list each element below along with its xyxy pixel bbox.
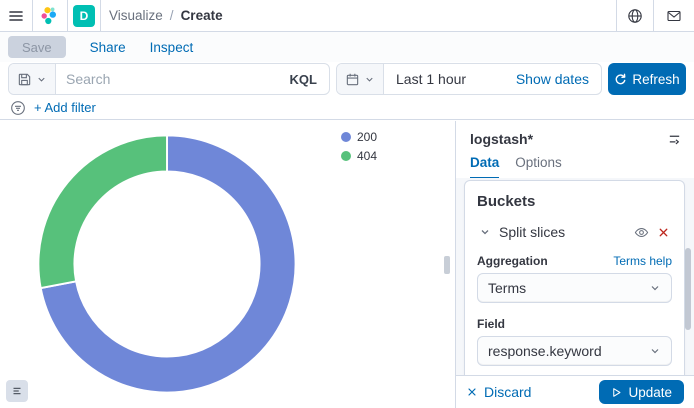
field-select[interactable]: response.keyword	[477, 336, 672, 366]
legend-dot	[341, 151, 351, 161]
close-icon	[466, 386, 478, 398]
legend-item[interactable]: 200	[341, 130, 377, 144]
collapse-panel-icon	[667, 132, 682, 147]
inspect-button[interactable]: Inspect	[149, 39, 194, 55]
editor-footer: Discard Update	[456, 375, 694, 408]
buckets-heading: Buckets	[477, 193, 536, 210]
chevron-down-icon	[479, 226, 491, 238]
quick-select-menu-button[interactable]	[337, 64, 384, 94]
search-input[interactable]	[56, 71, 278, 87]
aggregation-select[interactable]: Terms	[477, 273, 672, 303]
terms-help-link[interactable]: Terms help	[613, 254, 672, 268]
field-label: Field	[477, 317, 506, 331]
filter-options-icon[interactable]	[10, 100, 26, 116]
discard-button[interactable]: Discard	[466, 384, 531, 400]
legend-toggle-button[interactable]	[6, 380, 28, 402]
split-slices-label: Split slices	[499, 224, 566, 240]
header-divider	[67, 0, 68, 31]
header-divider	[100, 0, 101, 31]
breadcrumb-visualize[interactable]: Visualize	[109, 8, 163, 23]
close-icon	[657, 226, 670, 239]
aggregation-value: Terms	[488, 280, 527, 296]
donut-slice-404[interactable]	[37, 134, 168, 290]
share-button[interactable]: Share	[89, 39, 126, 55]
help-menu-button[interactable]	[617, 0, 653, 31]
donut-chart[interactable]	[32, 129, 302, 399]
split-slices-row[interactable]: Split slices	[477, 224, 672, 240]
refresh-button[interactable]: Refresh	[608, 63, 686, 95]
hamburger-menu-button[interactable]	[0, 0, 32, 31]
space-avatar[interactable]: D	[73, 4, 95, 27]
collapse-editor-button[interactable]	[667, 132, 682, 147]
chevron-down-icon	[364, 74, 375, 85]
header-divider	[32, 0, 33, 31]
visualization-area: 200 404	[0, 121, 455, 408]
add-filter-button[interactable]: + Add filter	[34, 100, 96, 115]
newsfeed-button[interactable]	[654, 0, 694, 31]
tab-data[interactable]: Data	[470, 155, 500, 179]
saved-query-menu-button[interactable]	[9, 64, 56, 94]
chevron-down-icon	[649, 282, 661, 294]
save-query-icon	[17, 72, 32, 87]
refresh-label: Refresh	[632, 71, 680, 87]
aggregation-group: Aggregation Terms help Terms	[477, 254, 672, 303]
save-button[interactable]: Save	[8, 36, 66, 58]
visualization-editor-panel: logstash* Data Options Buckets	[455, 121, 694, 408]
toggle-visibility-button[interactable]	[634, 225, 649, 240]
legend-dot	[341, 132, 351, 142]
time-range-value[interactable]: Last 1 hour	[396, 71, 467, 87]
editor-scroll-area: Buckets Split slices	[456, 178, 694, 375]
query-bar: KQL Last 1 hour Show dates Refresh	[0, 63, 694, 95]
date-picker: Last 1 hour Show dates	[336, 63, 602, 95]
field-value: response.keyword	[488, 343, 602, 359]
buckets-card: Buckets Split slices	[464, 180, 685, 375]
tab-options[interactable]: Options	[515, 155, 562, 170]
panel-scrollbar[interactable]	[685, 248, 691, 330]
chart-legend: 200 404	[341, 130, 377, 163]
breadcrumb: Visualize / Create	[109, 8, 223, 23]
refresh-icon	[614, 73, 627, 86]
show-dates-button[interactable]: Show dates	[515, 71, 589, 87]
chevron-down-icon	[649, 345, 661, 357]
editor-tabs: Data Options	[456, 151, 694, 179]
hamburger-icon	[8, 8, 24, 24]
top-nav-toolbar: Save Share Inspect	[0, 32, 694, 62]
field-group: Field response.keyword	[477, 317, 672, 366]
breadcrumb-separator: /	[169, 8, 174, 23]
update-button[interactable]: Update	[599, 380, 684, 404]
discard-label: Discard	[484, 384, 532, 400]
header-divider	[653, 0, 654, 31]
calendar-icon	[345, 72, 360, 87]
breadcrumb-create: Create	[180, 8, 223, 23]
filter-bar: + Add filter	[0, 96, 694, 120]
elastic-logo-button[interactable]	[33, 0, 67, 31]
legend-item[interactable]: 404	[341, 149, 377, 163]
globe-icon	[627, 8, 643, 24]
main-content: 200 404 logstash*	[0, 121, 694, 408]
update-label: Update	[628, 384, 672, 400]
query-language-button[interactable]: KQL	[289, 71, 317, 87]
legend-label: 200	[357, 130, 378, 144]
legend-label: 404	[357, 149, 378, 163]
elastic-logo-icon	[40, 6, 60, 26]
donut-chart-wrap	[32, 129, 302, 399]
aggregation-label: Aggregation	[477, 254, 548, 268]
eye-icon	[634, 225, 649, 240]
donut-slice-200[interactable]	[39, 134, 297, 394]
app-header: D Visualize / Create	[0, 0, 694, 32]
header-divider	[616, 0, 617, 31]
play-icon	[611, 387, 622, 398]
list-icon	[10, 384, 24, 398]
search-box: KQL	[8, 63, 330, 95]
remove-agg-button[interactable]	[657, 226, 670, 239]
panel-resize-handle[interactable]	[444, 255, 450, 274]
chevron-down-icon	[36, 74, 47, 85]
index-pattern-title: logstash*	[470, 131, 534, 147]
mail-icon	[666, 8, 682, 24]
